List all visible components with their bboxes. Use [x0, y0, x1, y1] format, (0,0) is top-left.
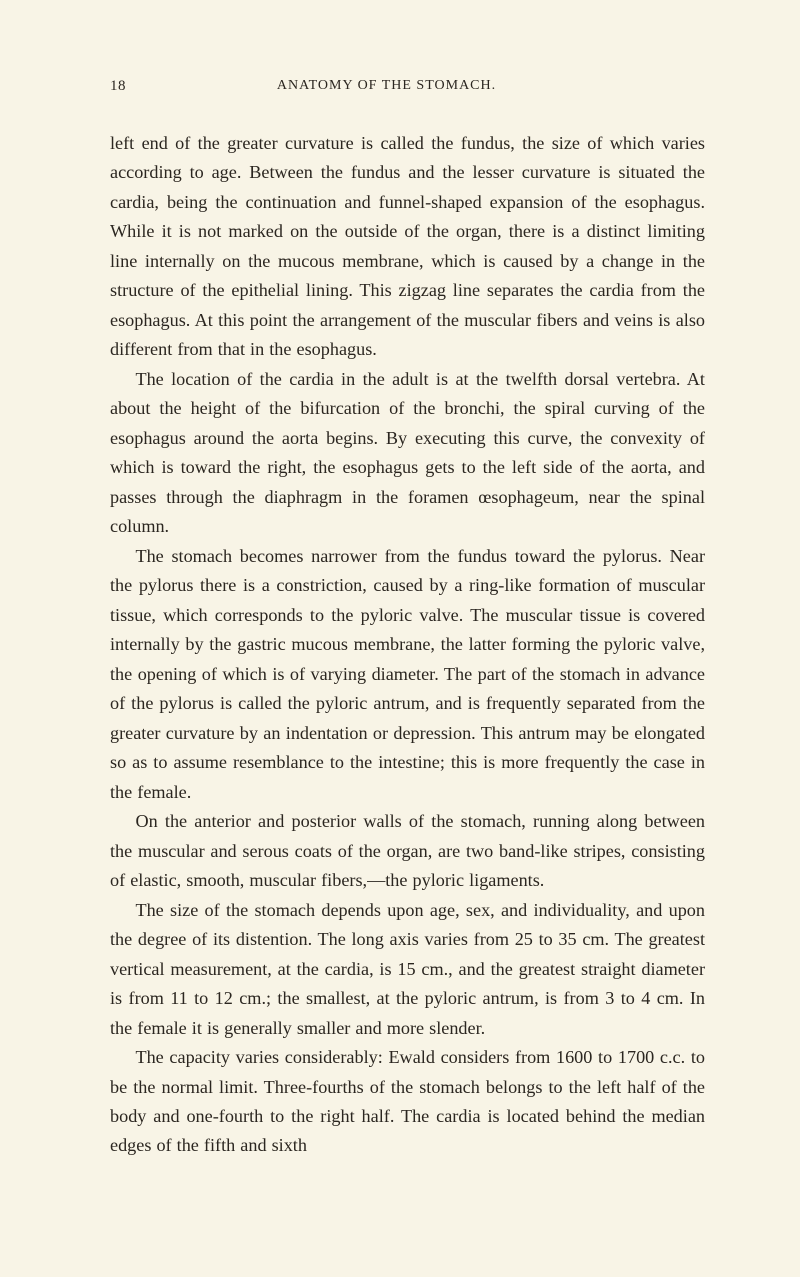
page-header: 18 ANATOMY OF THE STOMACH. [110, 78, 705, 95]
paragraph: The size of the stomach depends upon age… [110, 896, 705, 1043]
paragraph: left end of the greater curvature is cal… [110, 129, 705, 365]
paragraph: The capacity varies considerably: Ewald … [110, 1043, 705, 1161]
body-text: left end of the greater curvature is cal… [110, 129, 705, 1161]
paragraph: On the anterior and posterior walls of t… [110, 807, 705, 895]
paragraph: The stomach becomes narrower from the fu… [110, 542, 705, 807]
running-title: ANATOMY OF THE STOMACH. [96, 78, 677, 95]
book-page: 18 ANATOMY OF THE STOMACH. left end of t… [0, 0, 800, 1277]
header-spacer [677, 78, 697, 95]
paragraph: The location of the cardia in the adult … [110, 365, 705, 542]
